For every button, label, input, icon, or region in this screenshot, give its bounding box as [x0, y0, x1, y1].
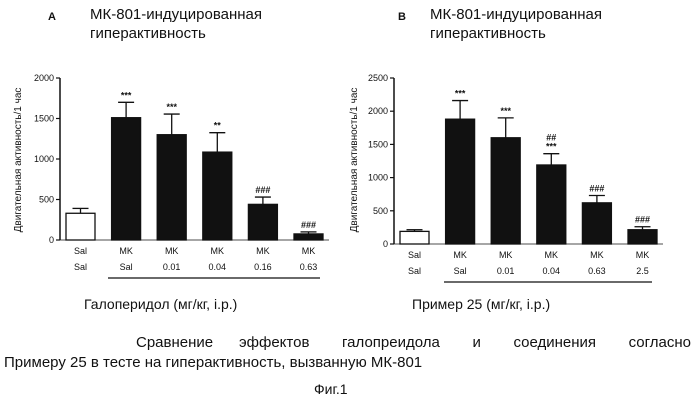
category-label-row1: MK — [119, 246, 133, 256]
y-tick-label: 500 — [39, 195, 54, 205]
category-label-row1: MK — [302, 246, 316, 256]
category-label-row1: MK — [165, 246, 179, 256]
caption-line2: Примеру 25 в тесте на гиперактивность, в… — [4, 354, 422, 371]
significance-label: ### — [301, 220, 316, 230]
bar-mk — [248, 204, 277, 240]
y-tick-label: 2500 — [368, 73, 388, 83]
significance-label: ### — [589, 184, 604, 194]
bar-mk — [157, 135, 186, 240]
y-tick-label: 0 — [383, 239, 388, 249]
category-label-row2: 0.63 — [300, 262, 318, 272]
category-label-row1: Sal — [408, 250, 421, 260]
category-label-row2: Sal — [74, 262, 87, 272]
bar-mk — [582, 203, 611, 244]
category-label-row2: 0.04 — [543, 266, 561, 276]
significance-label: *** — [455, 89, 466, 99]
panel-a-dose-label: Галоперидол (мг/кг, i.p.) — [84, 296, 237, 312]
category-label-row2: 0.04 — [209, 262, 227, 272]
bar-mk — [112, 118, 141, 240]
category-label-row2: 0.63 — [588, 266, 606, 276]
bar-mk — [537, 165, 566, 244]
figure-label: Фиг.1 — [314, 381, 348, 397]
panel-b-letter: B — [398, 11, 406, 23]
panel-b: B МК-801-индуцированная гиперактивность … — [349, 6, 663, 312]
category-label-row1: MK — [590, 250, 604, 260]
category-label-row1: MK — [453, 250, 467, 260]
category-label-row2: 2.5 — [636, 266, 649, 276]
bar-mk — [203, 152, 232, 240]
y-tick-label: 2000 — [368, 106, 388, 116]
caption-line1-b: эффектов галопреидола и соединения согла… — [239, 334, 691, 351]
category-label-row1: MK — [256, 246, 270, 256]
y-tick-label: 500 — [373, 206, 388, 216]
bar-mk — [491, 138, 520, 244]
caption-line1-a: Сравнение — [136, 334, 213, 351]
y-tick-label: 2000 — [34, 73, 54, 83]
category-label-row2: 0.01 — [163, 262, 181, 272]
significance-label: *** — [166, 102, 177, 112]
bar-saline — [400, 231, 429, 244]
panel-b-title-line2: гиперактивность — [430, 25, 546, 42]
panel-a-title-line1: МК-801-индуцированная — [90, 6, 262, 23]
category-label-row1: MK — [499, 250, 513, 260]
y-tick-label: 1500 — [368, 139, 388, 149]
significance-label: ** — [214, 121, 222, 131]
bar-mk — [446, 119, 475, 244]
panel-a-plot: 0 500 1000 1500 2000 Sal Sal *** MK Sal *** MK 0.01 *… — [34, 73, 329, 278]
y-tick-label: 1000 — [368, 173, 388, 183]
y-tick-label: 0 — [49, 235, 54, 245]
panel-b-plot: 0 500 1000 1500 2000 2500 Sal Sal *** MK Sal *** MK 0… — [368, 73, 663, 282]
category-label-row2: 0.16 — [254, 262, 272, 272]
category-label-row2: Sal — [454, 266, 467, 276]
bar-mk — [294, 234, 323, 240]
panel-a-letter: A — [48, 11, 56, 23]
panel-a-y-axis-label: Двигательная активность/1 час — [13, 88, 24, 233]
bar-saline — [66, 213, 95, 240]
category-label-row2: Sal — [408, 266, 421, 276]
bar-mk — [628, 230, 657, 244]
category-label-row2: 0.01 — [497, 266, 515, 276]
significance-label: *** — [121, 90, 132, 100]
significance-label: *** — [546, 142, 557, 152]
panel-a: A МК-801-индуцированная гиперактивность … — [13, 6, 329, 312]
category-label-row2: Sal — [120, 262, 133, 272]
significance-label: ### — [255, 185, 270, 195]
category-label-row1: Sal — [74, 246, 87, 256]
panel-b-title-line1: МК-801-индуцированная — [430, 6, 602, 23]
significance-label: *** — [500, 106, 511, 116]
category-label-row1: MK — [636, 250, 650, 260]
significance-label: ### — [635, 215, 650, 225]
y-tick-label: 1000 — [34, 154, 54, 164]
y-tick-label: 1500 — [34, 114, 54, 124]
panel-b-dose-label: Пример 25 (мг/кг, i.p.) — [412, 296, 550, 312]
panel-a-title-line2: гиперактивность — [90, 25, 206, 42]
panel-b-y-axis-label: Двигательная активность/1 час — [349, 88, 360, 233]
category-label-row1: MK — [211, 246, 225, 256]
category-label-row1: MK — [545, 250, 559, 260]
